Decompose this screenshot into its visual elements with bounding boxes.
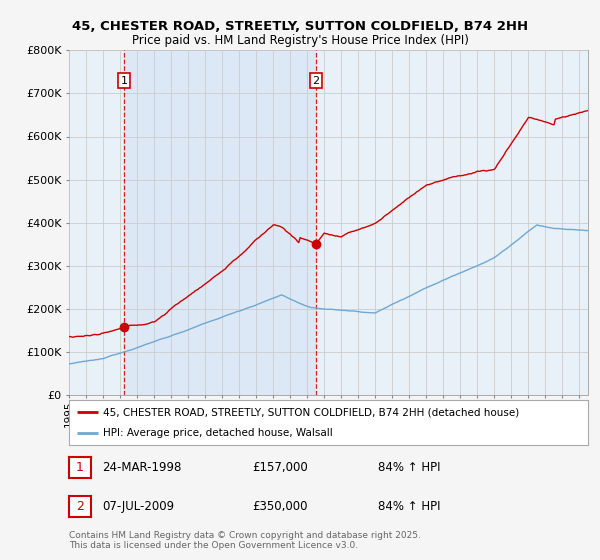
Text: 84% ↑ HPI: 84% ↑ HPI: [378, 500, 440, 514]
Text: HPI: Average price, detached house, Walsall: HPI: Average price, detached house, Wals…: [103, 428, 332, 438]
Text: Contains HM Land Registry data © Crown copyright and database right 2025.
This d: Contains HM Land Registry data © Crown c…: [69, 530, 421, 550]
Text: 2: 2: [76, 500, 84, 514]
Text: 45, CHESTER ROAD, STREETLY, SUTTON COLDFIELD, B74 2HH: 45, CHESTER ROAD, STREETLY, SUTTON COLDF…: [72, 20, 528, 32]
Text: 2: 2: [313, 76, 320, 86]
Bar: [124, 50, 316, 395]
Text: 45, CHESTER ROAD, STREETLY, SUTTON COLDFIELD, B74 2HH (detached house): 45, CHESTER ROAD, STREETLY, SUTTON COLDF…: [103, 408, 519, 418]
Text: 1: 1: [121, 76, 127, 86]
Text: £157,000: £157,000: [252, 461, 308, 474]
Text: Price paid vs. HM Land Registry's House Price Index (HPI): Price paid vs. HM Land Registry's House …: [131, 34, 469, 46]
Text: £350,000: £350,000: [252, 500, 308, 514]
Text: 1: 1: [76, 461, 84, 474]
Text: 07-JUL-2009: 07-JUL-2009: [102, 500, 174, 514]
Text: 24-MAR-1998: 24-MAR-1998: [102, 461, 181, 474]
Text: 84% ↑ HPI: 84% ↑ HPI: [378, 461, 440, 474]
